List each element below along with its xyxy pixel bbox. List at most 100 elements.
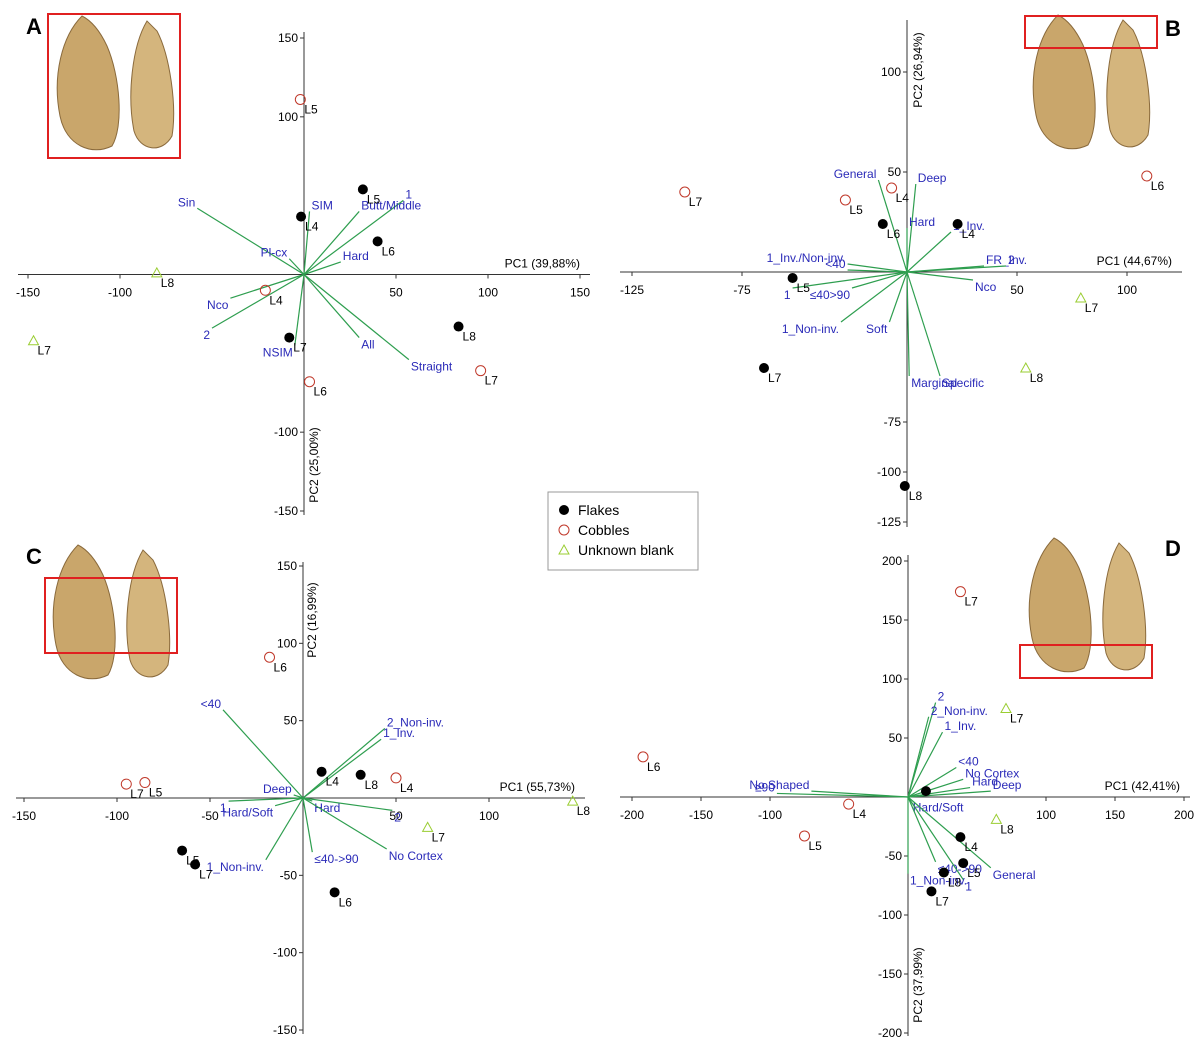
y-tick-label: -50 xyxy=(280,868,298,882)
point-label: L4 xyxy=(896,191,910,205)
panel-label: C xyxy=(26,544,42,569)
loading-label: 1_Inv. xyxy=(383,726,415,740)
loading-vector xyxy=(840,271,908,323)
loading-label: Hard xyxy=(314,801,340,815)
x-tick-label: 100 xyxy=(479,809,499,823)
point xyxy=(421,821,434,832)
loading-vector xyxy=(906,231,952,273)
y-tick-label: -100 xyxy=(274,425,298,439)
point xyxy=(357,184,368,195)
point xyxy=(284,332,295,343)
y-axis-title: PC2 (16,99%) xyxy=(305,582,319,657)
legend-label: Cobbles xyxy=(578,522,629,538)
loading-vector xyxy=(302,727,386,799)
loading-vector xyxy=(776,792,909,798)
point xyxy=(787,273,798,283)
point-label: L4 xyxy=(964,840,978,854)
legend-box xyxy=(547,491,699,571)
loading-label: 1 xyxy=(784,288,791,302)
loading-label: ≥90 xyxy=(755,780,775,794)
x-tick-label: 50 xyxy=(389,286,403,300)
loading-label: Deep xyxy=(263,782,292,796)
point-label: L7 xyxy=(1085,301,1099,315)
loading-vector xyxy=(847,269,908,273)
loading-label: 2_Non-inv. xyxy=(931,704,988,718)
x-axis-title: PC1 (42,41%) xyxy=(1105,779,1180,793)
loading-label: 2 xyxy=(938,690,945,704)
point-label: L6 xyxy=(1151,179,1165,193)
loading-vector xyxy=(211,273,305,329)
loading-label: 1 xyxy=(405,187,412,201)
x-tick-label: 150 xyxy=(570,286,590,300)
loading-label: Pl-cx xyxy=(261,246,288,260)
point-label: L8 xyxy=(948,876,962,890)
x-tick-label: 100 xyxy=(1117,283,1137,297)
point-label: L5 xyxy=(849,203,863,217)
x-tick-label: -100 xyxy=(758,808,782,822)
x-axis-title: PC1 (55,73%) xyxy=(500,780,575,794)
point-label: L6 xyxy=(314,385,328,399)
x-tick-label: 150 xyxy=(1105,808,1125,822)
loading-label: 2 xyxy=(203,328,210,342)
point-label: L5 xyxy=(367,192,381,206)
point-label: L4 xyxy=(962,227,976,241)
panel-label: B xyxy=(1165,16,1181,41)
loading-vector xyxy=(303,261,341,276)
point xyxy=(27,334,40,346)
loading-label: 1_Inv. xyxy=(945,719,977,733)
loading-label: No Cortex xyxy=(389,849,443,863)
point xyxy=(990,813,1003,824)
x-tick-label: -100 xyxy=(105,809,129,823)
loading-label: Hard xyxy=(909,215,935,229)
y-tick-label: 100 xyxy=(881,65,901,79)
loading-vector xyxy=(302,738,382,799)
loading-label: No Cortex xyxy=(965,766,1019,780)
point xyxy=(679,186,691,198)
x-axis-title: PC1 (39,88%) xyxy=(505,257,580,271)
loading-vector xyxy=(288,258,305,275)
loading-label: 1_Inv./Non-inv. xyxy=(767,251,846,265)
point xyxy=(926,886,937,897)
point-label: L5 xyxy=(809,839,823,853)
y-tick-label: 50 xyxy=(284,714,298,728)
loading-vector xyxy=(906,183,917,273)
loading-label: 2 xyxy=(1008,253,1015,267)
loading-vector xyxy=(888,271,908,323)
point xyxy=(799,830,810,842)
loading-label: ≤40>90 xyxy=(810,288,851,302)
loading-label: NSIM xyxy=(263,345,293,359)
y-tick-label: 150 xyxy=(277,559,297,573)
y-tick-label: -100 xyxy=(273,946,297,960)
loading-vector xyxy=(906,271,910,377)
loading-label: 1 xyxy=(220,801,227,815)
point xyxy=(150,266,163,278)
panel-label: D xyxy=(1165,536,1181,561)
point-label: L6 xyxy=(382,244,396,258)
loading-vector xyxy=(303,211,311,275)
loading-vector xyxy=(302,797,388,850)
point xyxy=(877,219,888,229)
loading-vector xyxy=(907,786,971,798)
point-label: L7 xyxy=(768,371,782,385)
point-label: L7 xyxy=(689,195,703,209)
point xyxy=(899,481,910,491)
loading-vector xyxy=(302,797,313,853)
y-tick-label: -50 xyxy=(885,849,903,863)
point-label: L4 xyxy=(853,807,867,821)
loading-vector xyxy=(906,271,941,377)
x-tick-label: 50 xyxy=(1010,283,1024,297)
x-tick-label: -200 xyxy=(620,808,644,822)
point xyxy=(390,772,402,784)
y-tick-label: -125 xyxy=(877,515,901,529)
point-label: L7 xyxy=(199,868,213,882)
y-tick-label: -150 xyxy=(878,967,902,981)
artifact-image xyxy=(47,13,181,159)
legend-label: Unknown blank xyxy=(578,542,675,558)
loading-vector xyxy=(222,709,304,799)
point xyxy=(637,751,649,763)
loading-label: <40 xyxy=(958,755,979,769)
loading-label: 1_Non-inv. xyxy=(910,874,967,888)
point xyxy=(264,651,276,663)
loading-label: <40 xyxy=(825,257,846,271)
